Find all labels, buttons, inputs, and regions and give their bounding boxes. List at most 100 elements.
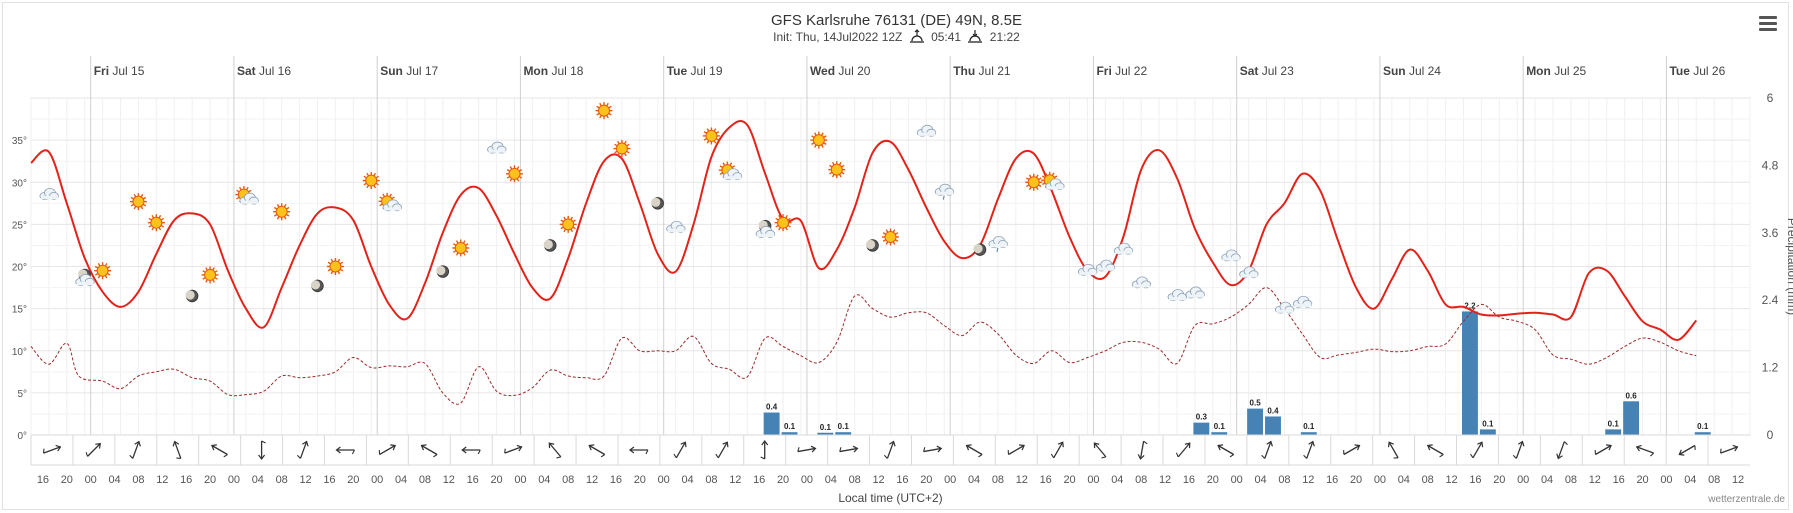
wind-arrow-icon bbox=[420, 444, 438, 458]
hour-tick-label: 00 bbox=[944, 474, 956, 486]
wind-arrow-icon bbox=[378, 444, 397, 456]
day-label-date: Jul 20 bbox=[838, 64, 870, 78]
hour-tick-label: 16 bbox=[1040, 474, 1052, 486]
wind-arrow-icon bbox=[85, 442, 101, 457]
precip-bar bbox=[763, 412, 780, 435]
y2-tick-label: 6 bbox=[1767, 91, 1774, 105]
day-label-date: Jul 22 bbox=[1115, 64, 1147, 78]
hour-tick-label: 04 bbox=[1541, 474, 1553, 486]
day-label-dow: Sat bbox=[237, 64, 256, 78]
day-label-dow: Tue bbox=[1669, 64, 1690, 78]
hour-tick-label: 12 bbox=[872, 474, 884, 486]
sunset-time: 21:22 bbox=[989, 29, 1020, 44]
precip-bar-label: 0.1 bbox=[1482, 419, 1494, 428]
day-label: Sun Jul 17 bbox=[380, 64, 438, 78]
hour-tick-label: 20 bbox=[777, 474, 789, 486]
wind-arrow-icon bbox=[258, 440, 266, 460]
hour-tick-label: 12 bbox=[1159, 474, 1171, 486]
hour-tick-label: 04 bbox=[1398, 474, 1410, 486]
y-tick-label: 15° bbox=[12, 305, 27, 316]
y2-tick-label: 1.2 bbox=[1762, 361, 1779, 375]
hour-tick-label: 04 bbox=[968, 474, 980, 486]
hour-tick-label: 08 bbox=[705, 474, 717, 486]
hour-tick-label: 12 bbox=[443, 474, 455, 486]
hour-tick-label: 12 bbox=[299, 474, 311, 486]
sun-icon bbox=[702, 127, 720, 145]
hour-tick-label: 20 bbox=[347, 474, 359, 486]
cloud-icon bbox=[1095, 259, 1116, 272]
temperature-line bbox=[30, 119, 1698, 341]
precip-bar bbox=[1694, 432, 1711, 435]
y-axis-right: 0 1.2 2.4 3.6 4.8 6 bbox=[1762, 91, 1779, 442]
menu-bar-icon bbox=[1759, 28, 1777, 31]
cloud-icon bbox=[1131, 276, 1152, 289]
precip-bar bbox=[1265, 416, 1281, 435]
hour-tick-label: 20 bbox=[1063, 474, 1075, 486]
y-tick-label: 0° bbox=[17, 431, 27, 442]
hour-tick-label: 16 bbox=[37, 474, 49, 486]
wind-arrow-icon bbox=[296, 440, 309, 459]
sun-icon bbox=[595, 102, 613, 120]
wind-arrow-icon bbox=[1175, 442, 1191, 458]
hour-tick-label: 04 bbox=[681, 474, 693, 486]
cloud-icon bbox=[1239, 266, 1259, 279]
hour-tick-label: 20 bbox=[920, 474, 932, 486]
menu-button[interactable] bbox=[1759, 16, 1777, 34]
hour-tick-label: 08 bbox=[1422, 474, 1434, 486]
wind-arrow-icon bbox=[1426, 444, 1444, 458]
hour-tick-label: 00 bbox=[371, 474, 383, 486]
dewpoint-line bbox=[30, 287, 1697, 405]
hour-tick-label: 08 bbox=[1135, 474, 1147, 486]
hour-tick-label: 12 bbox=[1445, 474, 1457, 486]
hour-tick-label: 04 bbox=[395, 474, 407, 486]
day-label: Sat Jul 16 bbox=[237, 64, 291, 78]
sun-icon bbox=[810, 131, 828, 149]
sun-icon bbox=[559, 215, 577, 233]
precip-bar-label: 0.4 bbox=[1267, 406, 1279, 415]
sun-icon bbox=[362, 172, 380, 190]
hour-tick-label: 00 bbox=[658, 474, 670, 486]
precip-bar bbox=[1300, 432, 1317, 435]
sun-icon bbox=[326, 258, 344, 275]
wind-arrow-icon bbox=[548, 442, 562, 459]
hour-tick-label: 00 bbox=[1087, 474, 1099, 486]
precip-bar bbox=[835, 432, 852, 435]
hour-tick-label: 08 bbox=[419, 474, 431, 486]
moon-icon bbox=[310, 279, 324, 293]
wind-arrow-icon bbox=[839, 445, 859, 453]
hour-tick-label: 12 bbox=[156, 474, 168, 486]
cloud-icon bbox=[1041, 171, 1065, 191]
day-label: Tue Jul 19 bbox=[667, 64, 723, 78]
moon-icon bbox=[973, 243, 987, 256]
cloud-icon bbox=[1078, 263, 1098, 276]
wind-arrow-icon bbox=[172, 440, 182, 460]
precip-bar-label: 0.5 bbox=[1250, 399, 1262, 408]
day-label: Sun Jul 24 bbox=[1383, 64, 1441, 78]
wind-arrow-icon bbox=[715, 441, 729, 459]
cloud-icon bbox=[1185, 286, 1205, 299]
credit-link[interactable]: wetterzentrale.de bbox=[1707, 494, 1785, 505]
hour-tick-label: 20 bbox=[204, 474, 216, 486]
hour-tick-label: 04 bbox=[252, 474, 264, 486]
precip-bar-label: 0.4 bbox=[766, 403, 778, 412]
precip-bar bbox=[1247, 408, 1264, 435]
wind-arrow-icon bbox=[1635, 444, 1655, 457]
day-label-date: Jul 19 bbox=[690, 64, 722, 78]
wind-arrow-icon bbox=[461, 446, 481, 455]
day-label-dow: Mon bbox=[1526, 64, 1551, 78]
precip-bar-label: 0.1 bbox=[1608, 419, 1620, 428]
hour-tick-label: 08 bbox=[849, 474, 861, 486]
day-label-date: Jul 15 bbox=[112, 64, 144, 78]
hour-tick-label: 16 bbox=[1326, 474, 1338, 486]
cloud-icon bbox=[1292, 295, 1313, 308]
y-axis-left: 0° 5° 10° 15° 20° 25° 30° 35° bbox=[12, 136, 27, 442]
moon-icon bbox=[185, 289, 199, 303]
day-label-date: Jul 25 bbox=[1554, 64, 1586, 78]
y-tick-label: 5° bbox=[17, 389, 27, 400]
cloud-icon bbox=[755, 225, 776, 238]
y-axis-right-title: Precipitation (mm) bbox=[1785, 218, 1793, 315]
precip-bar-label: 0.1 bbox=[1303, 422, 1315, 431]
wind-arrow-icon bbox=[1556, 441, 1568, 460]
hour-tick-label: 20 bbox=[1636, 474, 1648, 486]
hour-tick-label: 08 bbox=[1278, 474, 1290, 486]
